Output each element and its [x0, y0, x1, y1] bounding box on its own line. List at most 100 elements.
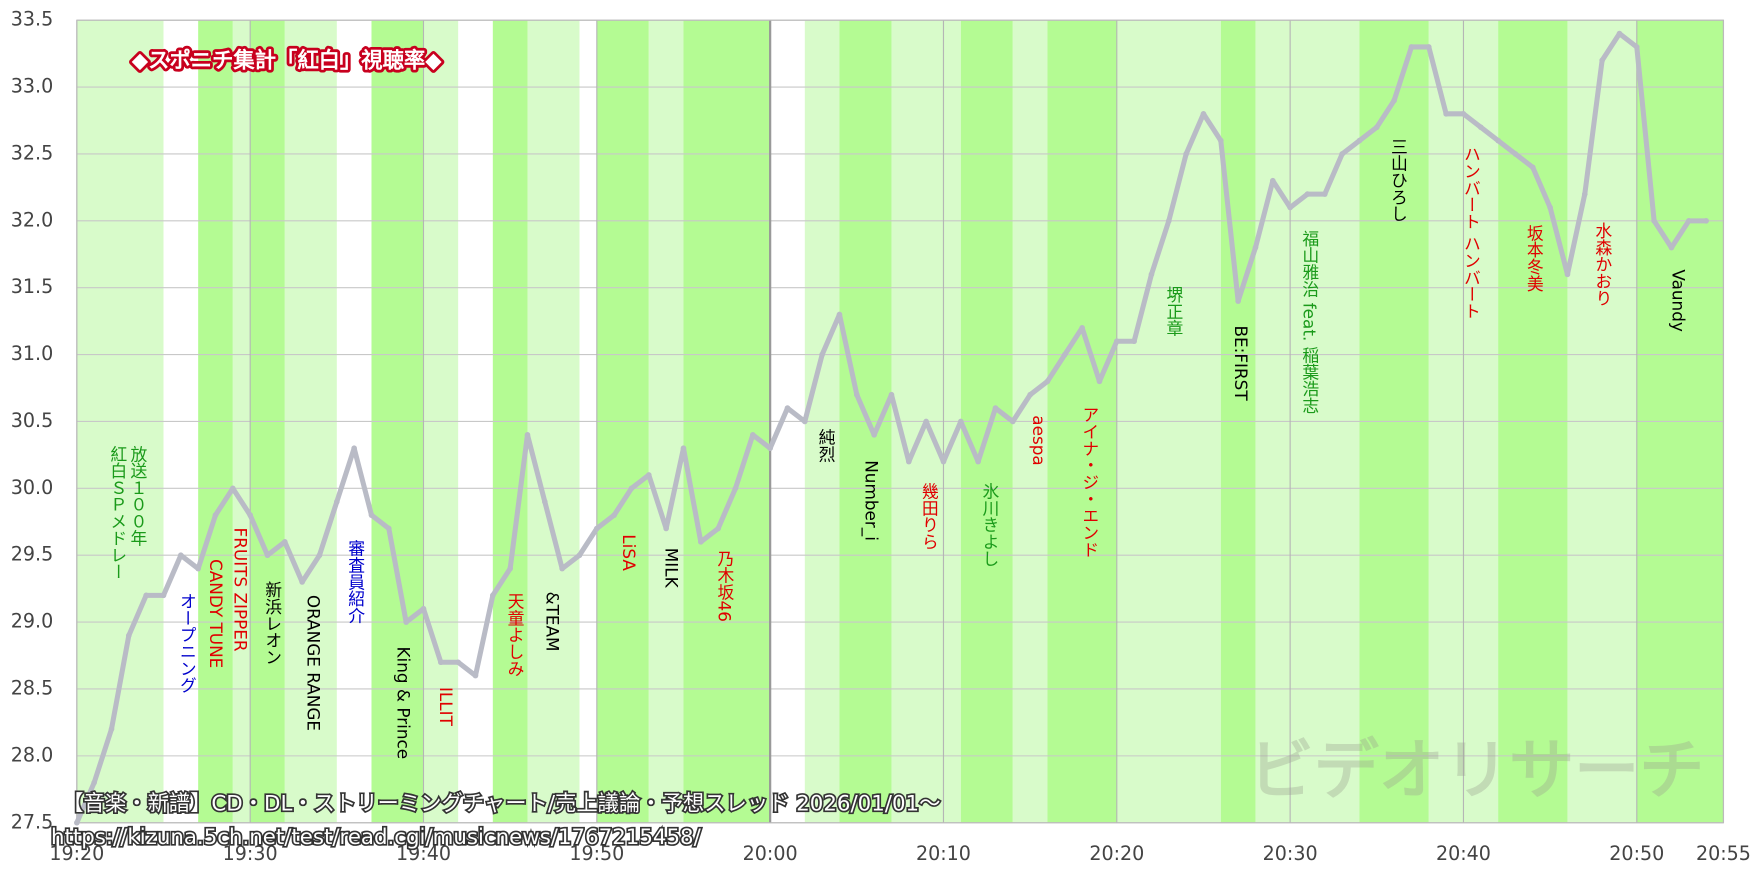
point — [282, 539, 288, 545]
point — [160, 592, 167, 599]
point — [1703, 218, 1709, 224]
annotation: 坂本冬美 — [1524, 224, 1544, 292]
y-tick-label: 33.0 — [11, 76, 53, 98]
point — [1581, 191, 1588, 197]
x-tick-label: 20:30 — [1263, 843, 1318, 865]
point — [1408, 44, 1415, 50]
annotation: CANDY TUNE — [206, 559, 226, 668]
point — [958, 418, 964, 425]
point — [1373, 124, 1380, 131]
point — [247, 512, 253, 518]
point — [906, 458, 912, 465]
point — [594, 525, 600, 532]
x-tick-label: 19:50 — [569, 843, 624, 865]
point — [767, 445, 773, 452]
point — [819, 351, 825, 358]
x-tick-label: 20:40 — [1436, 843, 1491, 865]
point — [1391, 97, 1397, 104]
point — [1287, 204, 1293, 211]
annotation: 三山ひろし — [1388, 138, 1408, 222]
point — [1148, 271, 1155, 278]
point — [559, 565, 565, 572]
point — [871, 432, 877, 438]
point — [1010, 418, 1016, 425]
annotation: 放送１００年 — [127, 445, 147, 546]
point — [1633, 44, 1640, 50]
point — [940, 458, 947, 465]
point — [1356, 137, 1363, 144]
point — [1235, 298, 1241, 304]
x-tick-label: 20:20 — [1089, 843, 1144, 865]
annotation: 福山雅治 feat. 稲葉浩志 — [1299, 230, 1319, 414]
point — [368, 512, 375, 518]
point — [230, 485, 236, 492]
point — [1512, 151, 1519, 157]
x-tick-label: 19:40 — [396, 843, 451, 865]
point — [663, 525, 669, 532]
annotation: LiSA — [619, 534, 639, 571]
point — [576, 552, 583, 559]
point — [212, 512, 219, 518]
y-tick-label: 32.0 — [11, 209, 53, 231]
y-tick-label: 32.5 — [11, 142, 53, 164]
point — [802, 418, 808, 425]
point — [1165, 218, 1172, 224]
annotation: 紅白ＳＰメドレー — [107, 445, 127, 580]
point — [1651, 218, 1657, 224]
point — [524, 432, 531, 438]
point — [1529, 164, 1536, 171]
y-tick-label: 29.5 — [11, 544, 53, 566]
chart-title: ◆スポニチ集計「紅白」視聴率◆ — [132, 48, 442, 74]
x-tick-label: 19:30 — [223, 843, 278, 865]
x-tick-label: 20:00 — [743, 843, 798, 865]
annotation: &TEAM — [543, 592, 563, 652]
point — [1113, 338, 1120, 345]
point — [1096, 378, 1103, 385]
point — [334, 498, 340, 505]
point — [1547, 204, 1553, 211]
point — [732, 485, 739, 492]
annotation: 純烈 — [815, 429, 835, 463]
annotation: 堺正章 — [1163, 286, 1183, 337]
point — [854, 391, 860, 398]
point — [264, 552, 271, 559]
y-tick-label: 28.0 — [11, 744, 53, 766]
point — [490, 592, 496, 599]
point — [1027, 391, 1033, 398]
x-tick-label: 19:20 — [49, 843, 104, 865]
annotation: ハンバート ハンバート — [1461, 146, 1481, 320]
overlay-url: https://kizuna.5ch.net/test/read.cgi/mus… — [51, 825, 702, 850]
annotation: Vaundy — [1669, 269, 1689, 332]
point — [1477, 124, 1484, 131]
y-tick-label: 30.5 — [11, 410, 53, 432]
point — [1062, 351, 1068, 358]
point — [351, 445, 357, 452]
point — [1183, 151, 1189, 157]
point — [975, 458, 981, 465]
point — [784, 405, 791, 411]
point — [91, 779, 97, 786]
point — [386, 525, 392, 532]
point — [1200, 111, 1207, 117]
annotation: 乃木坂46 — [714, 550, 734, 622]
annotation: 幾田りら — [919, 482, 939, 550]
point — [1044, 378, 1051, 385]
annotation: 氷川きよし — [979, 482, 999, 566]
point — [680, 445, 687, 452]
point — [1668, 244, 1675, 251]
point — [472, 672, 479, 679]
overlay-text: 【音楽・新譜】CD・DL・ストリーミングチャート/売上議論・予想スレッド 202… — [62, 791, 940, 816]
point — [74, 819, 80, 826]
y-tick-label: 30.0 — [11, 477, 53, 499]
point — [455, 659, 461, 666]
point — [108, 726, 115, 732]
y-tick-label: 28.5 — [11, 677, 53, 699]
annotation: オープニング — [177, 593, 197, 694]
point — [836, 311, 843, 318]
y-tick-label: 33.5 — [11, 9, 53, 31]
annotation: aespa — [1029, 415, 1049, 465]
point — [715, 525, 721, 532]
point — [1460, 111, 1467, 117]
